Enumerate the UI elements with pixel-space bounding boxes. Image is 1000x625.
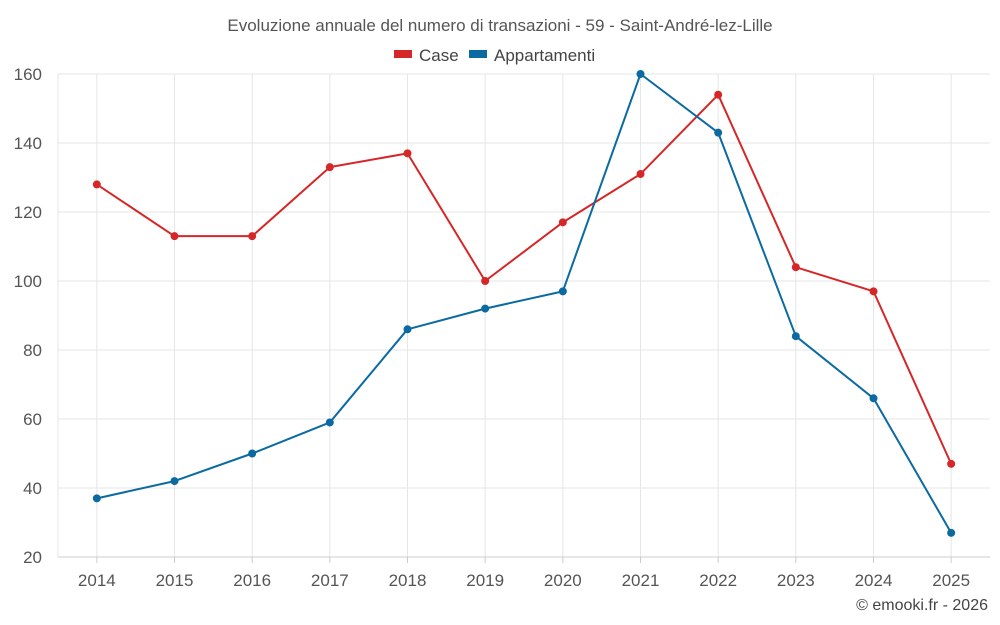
data-point-case[interactable] bbox=[636, 170, 645, 179]
y-tick-label: 100 bbox=[14, 272, 42, 291]
series bbox=[92, 70, 956, 537]
series-line-case bbox=[96, 93, 953, 465]
x-tick-label: 2017 bbox=[311, 571, 349, 590]
x-tick-label: 2016 bbox=[233, 571, 271, 590]
data-point-case[interactable] bbox=[170, 232, 179, 241]
data-point-appartamenti[interactable] bbox=[248, 449, 257, 458]
x-tick-label: 2020 bbox=[544, 571, 582, 590]
data-point-appartamenti[interactable] bbox=[481, 304, 490, 313]
data-point-case[interactable] bbox=[869, 287, 878, 296]
data-point-appartamenti[interactable] bbox=[403, 325, 412, 334]
data-point-appartamenti[interactable] bbox=[325, 418, 334, 427]
data-point-appartamenti[interactable] bbox=[170, 477, 179, 486]
x-tick-label: 2024 bbox=[855, 571, 893, 590]
legend-swatch-case[interactable] bbox=[394, 50, 412, 58]
x-tick-label: 2015 bbox=[156, 571, 194, 590]
data-point-case[interactable] bbox=[558, 218, 567, 227]
x-tick-label: 2019 bbox=[466, 571, 504, 590]
data-point-appartamenti[interactable] bbox=[947, 528, 956, 537]
data-point-case[interactable] bbox=[947, 459, 956, 468]
grid bbox=[58, 73, 990, 558]
x-tick-label: 2014 bbox=[78, 571, 116, 590]
data-point-case[interactable] bbox=[714, 90, 723, 99]
data-point-appartamenti[interactable] bbox=[558, 287, 567, 296]
data-point-case[interactable] bbox=[325, 163, 334, 172]
y-tick-label: 20 bbox=[23, 548, 42, 567]
credit-text: © emooki.fr - 2026 bbox=[856, 597, 988, 614]
chart-title: Evoluzione annuale del numero di transaz… bbox=[227, 16, 772, 35]
y-tick-label: 160 bbox=[14, 65, 42, 84]
x-tick-label: 2021 bbox=[622, 571, 660, 590]
data-point-appartamenti[interactable] bbox=[636, 70, 645, 78]
data-point-case[interactable] bbox=[791, 263, 800, 272]
x-tick-label: 2018 bbox=[389, 571, 427, 590]
x-tick-label: 2023 bbox=[777, 571, 815, 590]
y-tick-label: 40 bbox=[23, 479, 42, 498]
data-point-case[interactable] bbox=[248, 232, 257, 241]
data-point-appartamenti[interactable] bbox=[869, 394, 878, 403]
data-point-case[interactable] bbox=[92, 180, 101, 189]
data-point-appartamenti[interactable] bbox=[791, 332, 800, 341]
y-tick-label: 120 bbox=[14, 203, 42, 222]
series-line-appartamenti bbox=[96, 73, 953, 534]
y-tick-label: 80 bbox=[23, 341, 42, 360]
legend[interactable]: Case Appartamenti bbox=[394, 46, 595, 65]
data-point-case[interactable] bbox=[481, 277, 490, 285]
data-point-appartamenti[interactable] bbox=[92, 494, 101, 503]
y-tick-label: 140 bbox=[14, 134, 42, 153]
axes: 20 40 60 80 100 120 140 160 2014 2015 2016 2017 2018… bbox=[14, 65, 990, 590]
legend-label-appartamenti[interactable]: Appartamenti bbox=[494, 46, 595, 65]
y-tick-label: 60 bbox=[23, 410, 42, 429]
x-tick-label: 2025 bbox=[932, 571, 970, 590]
data-point-case[interactable] bbox=[403, 149, 412, 158]
data-point-appartamenti[interactable] bbox=[714, 128, 723, 137]
x-tick-label: 2022 bbox=[699, 571, 737, 590]
legend-swatch-appartamenti[interactable] bbox=[469, 50, 487, 58]
legend-label-case[interactable]: Case bbox=[419, 46, 459, 65]
